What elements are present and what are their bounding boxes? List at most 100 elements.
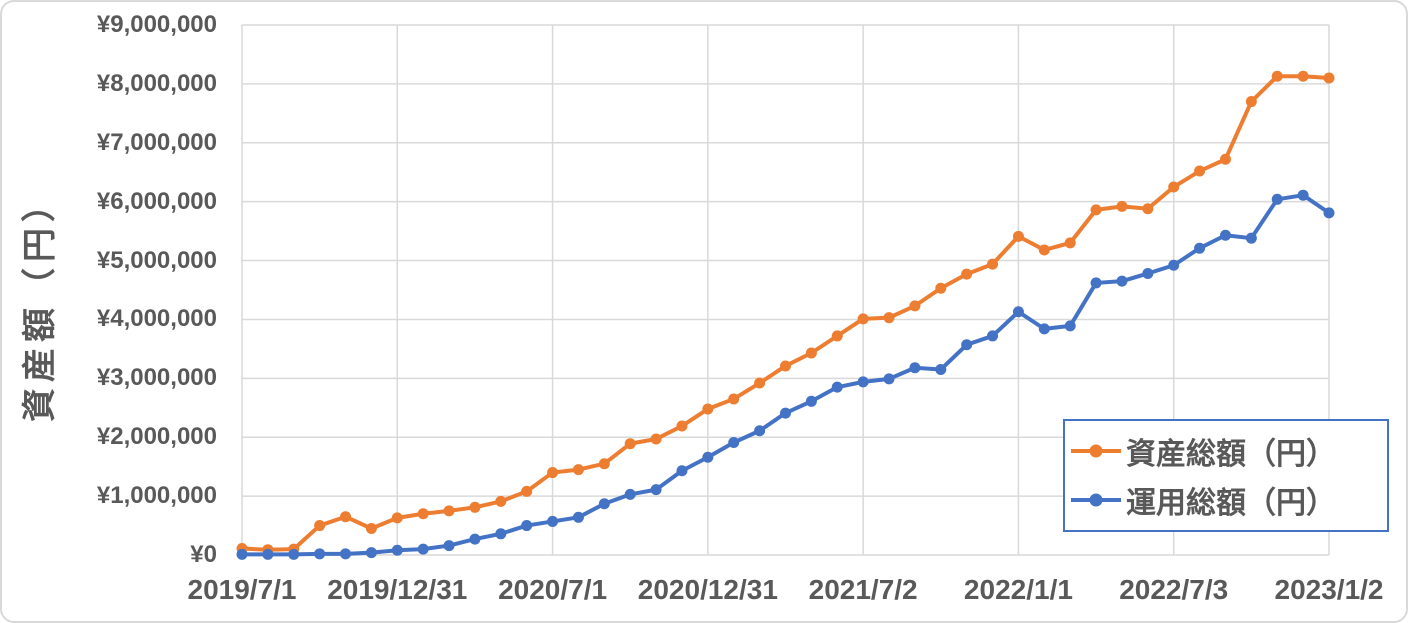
x-tick-label: 2020/7/1 [498, 574, 608, 605]
x-tick-label: 2019/12/31 [327, 574, 468, 605]
y-tick-label: ¥8,000,000 [96, 69, 217, 97]
series-1-marker [1168, 181, 1180, 193]
series-2-marker [1194, 242, 1206, 254]
series-1-marker [1297, 70, 1309, 82]
series-1-marker [1012, 230, 1024, 242]
series-1-marker [935, 282, 947, 294]
series-2-marker [262, 548, 274, 560]
series-1-marker [1064, 237, 1076, 249]
y-tick-label: ¥9,000,000 [96, 11, 217, 38]
series-1-marker [521, 485, 533, 497]
legend-item[interactable]: 資産総額（円） [1071, 429, 1381, 473]
series-2-marker [1323, 207, 1335, 219]
y-tick-label: ¥0 [190, 541, 217, 568]
series-2-marker [702, 451, 714, 463]
series-1-marker [987, 258, 999, 270]
legend-series-marker-icon [1071, 493, 1121, 507]
series-2-marker [391, 544, 403, 556]
series-1-marker [1323, 72, 1335, 84]
series-2-marker [314, 548, 326, 560]
series-2-marker [340, 548, 352, 560]
y-tick-label: ¥3,000,000 [96, 364, 217, 392]
series-1-marker [391, 512, 403, 524]
series-2-marker [1245, 232, 1257, 244]
series-2-marker [961, 339, 973, 351]
x-tick-label: 2019/7/1 [187, 574, 297, 605]
series-1-marker [702, 403, 714, 415]
series-1-marker [1219, 153, 1231, 165]
series-1-marker [1245, 96, 1257, 108]
y-tick-label: ¥6,000,000 [96, 187, 217, 215]
series-2-marker [1038, 323, 1050, 335]
series-1-marker [650, 433, 662, 445]
series-1-marker [780, 360, 791, 372]
series-1-marker [314, 520, 326, 532]
series-1-marker [676, 420, 688, 432]
series-2-marker [831, 381, 843, 393]
series-2-marker [650, 484, 662, 496]
series-2-marker [1090, 277, 1102, 289]
series-2-marker [1116, 275, 1128, 287]
series-2-marker [521, 520, 533, 532]
series-2-marker [805, 395, 817, 407]
x-tick-label: 2022/1/1 [963, 574, 1073, 605]
series-1-marker [598, 458, 610, 470]
series-2-marker [1271, 193, 1283, 205]
x-tick-label: 2023/1/2 [1274, 574, 1384, 605]
legend-label: 資産総額（円） [1126, 437, 1336, 471]
series-1-marker [857, 313, 869, 325]
series-2-marker [754, 425, 766, 437]
y-tick-label: ¥7,000,000 [96, 128, 217, 156]
series-1-marker [1271, 70, 1283, 82]
x-tick-label: 2020/12/31 [637, 574, 778, 605]
series-2-marker [857, 376, 869, 388]
series-1-marker [1194, 165, 1206, 177]
y-tick-label: ¥5,000,000 [96, 246, 217, 274]
x-tick-label: 2022/7/3 [1119, 574, 1229, 605]
series-1-marker [1116, 200, 1128, 212]
series-1-marker [495, 495, 507, 507]
series-1-marker [1090, 204, 1102, 216]
series-1-marker [909, 300, 921, 312]
series-2-marker [288, 548, 300, 560]
series-1-marker [961, 268, 973, 280]
series-2-marker [443, 540, 455, 552]
series-2-marker [572, 511, 584, 523]
y-tick-label: ¥1,000,000 [96, 482, 217, 510]
series-1-marker [443, 505, 455, 517]
series-2-marker [1297, 189, 1309, 201]
series-1-marker [831, 330, 843, 342]
legend[interactable]: 資産総額（円） 運用総額（円） [1063, 419, 1389, 532]
series-2-marker [883, 373, 895, 385]
legend-item[interactable]: 運用総額（円） [1071, 478, 1381, 522]
series-2-marker [1142, 268, 1154, 280]
series-2-marker [495, 528, 507, 540]
series-2-marker [598, 498, 610, 510]
series-2-marker [780, 407, 791, 419]
legend-series-marker-icon [1071, 444, 1121, 458]
legend-label: 運用総額（円） [1126, 487, 1336, 521]
series-2-marker [547, 515, 559, 527]
series-2-marker [624, 488, 636, 500]
series-1-marker [624, 438, 636, 450]
series-2-marker [728, 437, 740, 449]
series-2-marker [1219, 229, 1231, 241]
series-2-marker [1168, 259, 1180, 271]
series-1-marker [365, 523, 377, 534]
series-2-marker [909, 362, 921, 374]
y-tick-label: ¥2,000,000 [96, 423, 217, 451]
series-2-marker [1064, 320, 1076, 332]
y-tick-label: ¥4,000,000 [96, 305, 217, 333]
series-1-marker [469, 501, 481, 513]
series-1-marker [1142, 203, 1154, 215]
series-2-marker [417, 543, 429, 555]
series-1-marker [547, 467, 559, 479]
series-1-marker [1038, 244, 1050, 256]
series-2-marker [236, 548, 248, 560]
series-2-marker [365, 547, 377, 559]
series-2-marker [676, 465, 688, 477]
series-2-marker [935, 364, 947, 375]
series-2-marker [469, 533, 481, 545]
